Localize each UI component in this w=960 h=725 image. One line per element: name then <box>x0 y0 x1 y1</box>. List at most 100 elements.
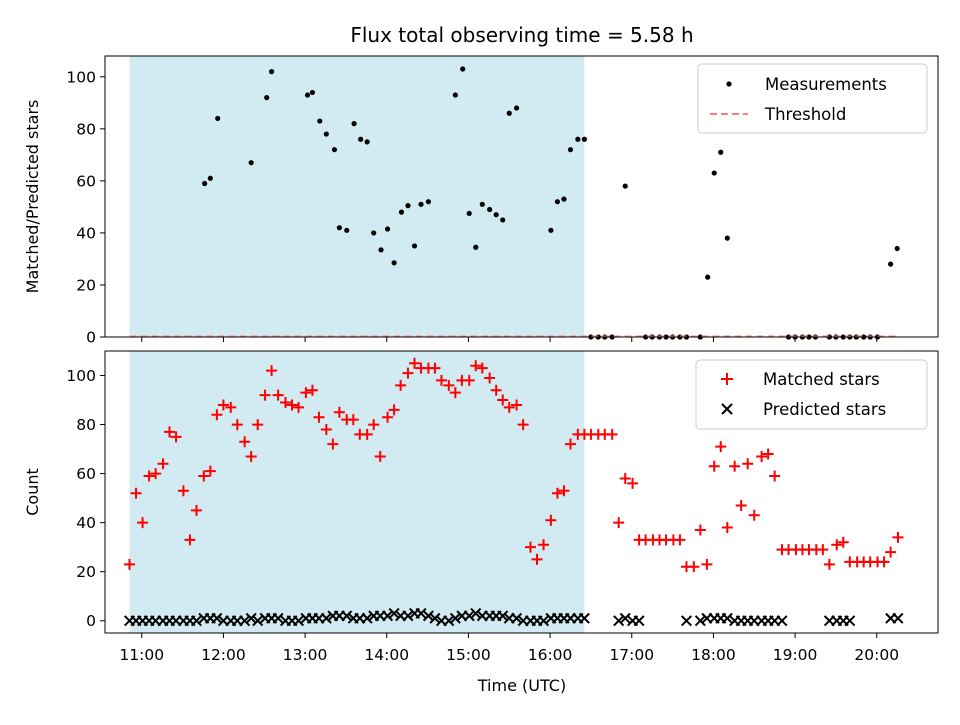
matched-stars-point <box>402 367 414 379</box>
matched-stars-point <box>272 389 284 401</box>
predicted-stars-point <box>361 612 373 624</box>
matched-stars-point <box>694 524 706 536</box>
predicted-stars-point <box>239 615 251 627</box>
matched-stars-point <box>245 450 257 462</box>
matched-stars-point <box>347 414 359 426</box>
matched-stars-point <box>409 357 421 369</box>
matched-stars-point <box>721 522 733 534</box>
matched-stars-point <box>769 470 781 482</box>
matched-stars-point <box>198 470 210 482</box>
predicted-stars-point <box>619 612 631 624</box>
measurements-point <box>269 69 275 75</box>
legend-marker-measurements <box>726 81 732 87</box>
x-tick-label: 12:00 <box>201 646 246 664</box>
matched-stars-point <box>170 431 182 443</box>
predicted-stars-point <box>341 610 353 622</box>
measurements-point <box>411 243 418 249</box>
top-panel-shaded-span <box>129 56 585 337</box>
y-tick-label: 80 <box>76 416 96 434</box>
measurements-point <box>622 183 628 189</box>
measurements-point <box>460 66 466 72</box>
measurements-point <box>309 89 316 96</box>
matched-stars-point <box>817 544 829 556</box>
matched-stars-point <box>503 401 515 413</box>
legend-marker-predicted-stars <box>721 403 733 415</box>
measurements-point <box>561 196 567 202</box>
predicted-stars-point <box>272 612 284 624</box>
top-panel: 0 20 40 60 80 100 Matched/Predicted stars Mea… <box>23 55 939 347</box>
measurements-point <box>718 149 724 155</box>
matched-stars-point <box>497 394 509 406</box>
measurements-point <box>705 274 711 280</box>
matched-stars-point <box>762 448 774 460</box>
predicted-stars-point <box>721 612 733 624</box>
measurements-point <box>514 105 520 111</box>
predicted-stars-point <box>680 615 692 627</box>
measurements-point <box>358 136 364 142</box>
measurements-point <box>398 209 405 215</box>
measurements-point <box>567 147 574 153</box>
matched-stars-point <box>124 558 135 570</box>
x-tick-label: 20:00 <box>854 646 899 664</box>
matched-stars-point <box>742 458 754 470</box>
matched-stars-point <box>374 450 386 462</box>
matched-stars-point <box>225 401 237 413</box>
measurements-point <box>202 180 208 187</box>
matched-stars-point <box>531 553 543 565</box>
matched-stars-point <box>252 419 264 431</box>
predicted-stars-point <box>382 610 394 622</box>
predicted-stars-point <box>463 610 475 622</box>
matched-stars-point <box>613 517 625 529</box>
predicted-stars-point <box>511 612 523 624</box>
predicted-stars-point <box>443 615 455 627</box>
legend-label-predicted-stars: Predicted stars <box>763 400 886 419</box>
y-tick-label: 100 <box>66 68 96 86</box>
measurements-point <box>364 139 370 145</box>
matched-stars-point <box>551 487 563 499</box>
measurements-point <box>493 212 499 218</box>
x-tick-label: 13:00 <box>283 646 328 664</box>
matched-stars-point <box>190 504 202 516</box>
predicted-stars-point <box>245 612 257 624</box>
matched-stars-point <box>476 362 488 374</box>
matched-stars-point <box>164 426 176 438</box>
predicted-stars-point <box>429 612 441 624</box>
measurements-point <box>711 170 717 176</box>
predicted-stars-point <box>844 615 856 627</box>
matched-stars-point <box>313 411 325 423</box>
matched-stars-point <box>435 374 447 386</box>
measurements-point <box>323 131 329 137</box>
measurements-point <box>207 175 213 181</box>
predicted-stars-point <box>538 615 550 627</box>
matched-stars-point <box>674 534 686 546</box>
matched-stars-point <box>443 379 455 391</box>
matched-stars-point <box>217 399 229 411</box>
x-tick-label: 11:00 <box>119 646 164 664</box>
measurements-point <box>506 110 512 116</box>
measurements-point <box>888 261 894 267</box>
matched-stars-point <box>606 428 618 440</box>
bottom-panel: 0 20 40 60 80 100 11:00 12:00 13:00 14:00 15:00 16… <box>23 350 939 695</box>
predicted-stars-point <box>449 612 461 624</box>
measurements-point <box>336 225 342 231</box>
matched-stars-point <box>137 517 149 529</box>
predicted-stars-point <box>470 607 482 619</box>
bottom-panel-frame <box>104 350 939 634</box>
y-tick-label: 60 <box>76 465 96 483</box>
matched-stars-point <box>184 534 196 546</box>
measurements-point <box>425 199 431 205</box>
predicted-stars-point <box>252 615 264 627</box>
measurements-point <box>894 245 900 252</box>
predicted-stars-point <box>497 610 509 622</box>
y-tick-label: 20 <box>76 563 96 581</box>
legend-label-threshold: Threshold <box>764 105 846 124</box>
matched-stars-point <box>327 438 339 450</box>
predicted-stars-point <box>613 615 625 627</box>
matched-stars-point <box>388 404 400 416</box>
matched-stars-point <box>293 401 305 413</box>
measurements-point <box>548 227 554 233</box>
matched-stars-point <box>729 460 741 472</box>
matched-stars-point <box>524 541 536 553</box>
matched-stars-point <box>429 362 441 374</box>
